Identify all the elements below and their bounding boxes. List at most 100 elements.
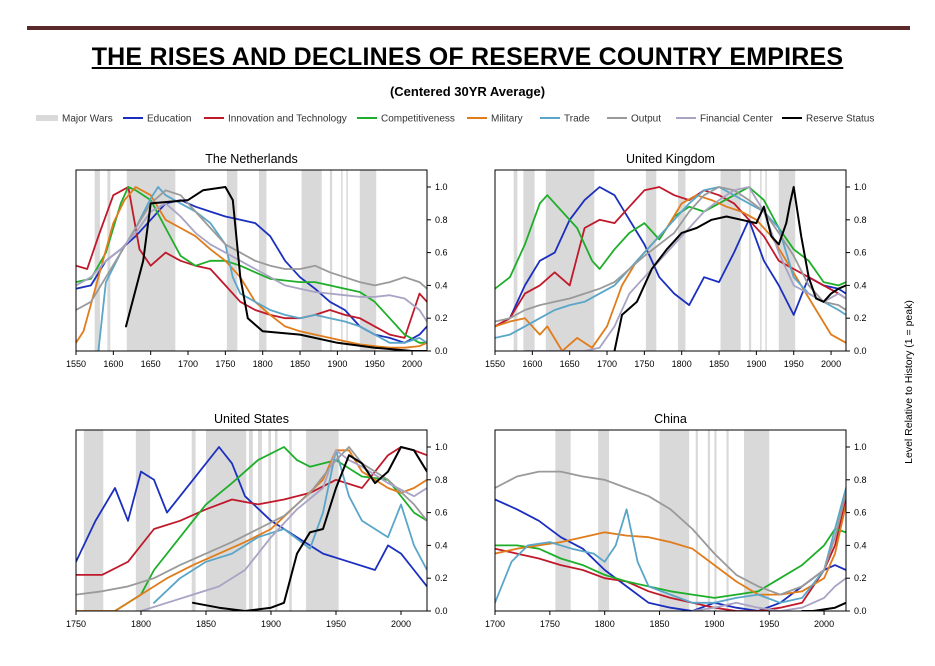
x-tick-label: 1750	[66, 619, 86, 629]
x-tick-label: 1800	[672, 359, 692, 369]
panel-title: United States	[214, 412, 289, 426]
series-lines	[76, 186, 427, 351]
war-band	[695, 430, 698, 611]
legend-label: Education	[147, 114, 191, 125]
legend-item-education: Education	[123, 114, 191, 125]
series-line-financial	[691, 577, 846, 611]
y-tick-label: 0.8	[854, 215, 867, 225]
plot-frame	[75, 169, 428, 352]
war-band	[598, 430, 610, 611]
legend-label: Competitiveness	[381, 114, 455, 125]
y-tick-label: 0.6	[854, 508, 867, 518]
legend-item-financial: Financial Center	[676, 114, 773, 125]
war-band	[545, 170, 595, 351]
legend-item-trade: Trade	[540, 114, 590, 125]
series-line-innovation	[495, 498, 846, 611]
war-band	[760, 170, 762, 351]
x-tick-label: 1950	[326, 619, 346, 629]
x-tick-label: 1700	[485, 619, 505, 629]
x-tick-label: 1700	[597, 359, 617, 369]
legend-item-military: Military	[467, 114, 523, 125]
x-tick-label: 1900	[704, 619, 724, 629]
war-band	[289, 430, 292, 611]
legend-label: Major Wars	[62, 114, 113, 125]
war-band	[258, 170, 267, 351]
y-tick-label: 1.0	[435, 442, 448, 452]
war-band	[743, 430, 770, 611]
war-bands	[94, 170, 377, 351]
y-tick-label: 0.4	[435, 280, 448, 290]
war-band	[677, 170, 686, 351]
x-tick-label: 2000	[821, 359, 841, 369]
legend-item-output: Output	[607, 114, 661, 125]
page-title: THE RISES AND DECLINES OF RESERVE COUNTR…	[91, 43, 844, 71]
panel-2: United States 1750 1800 1850 1900 1950 2000 0.0…	[66, 412, 448, 629]
war-band	[359, 170, 377, 351]
y-tick-label: 0.6	[435, 508, 448, 518]
series-line-output	[76, 189, 427, 311]
y-tick-label: 0.2	[854, 313, 867, 323]
series-line-output	[495, 186, 846, 323]
plot-frame	[494, 169, 847, 352]
series-line-trade	[153, 449, 427, 604]
series-line-reserve	[613, 186, 846, 351]
war-band	[523, 170, 535, 351]
series-line-military	[76, 186, 427, 349]
legend-swatch	[36, 115, 58, 121]
x-tick-label: 1750	[215, 359, 235, 369]
series-line-reserve	[125, 186, 427, 351]
y-tick-label: 0.0	[854, 606, 867, 616]
x-tick-label: 1900	[261, 619, 281, 629]
series-line-reserve	[192, 446, 427, 611]
war-band	[248, 430, 253, 611]
x-tick-label: 1550	[485, 359, 505, 369]
x-tick-label: 1750	[540, 619, 560, 629]
legend-label: Military	[491, 114, 523, 125]
y-tick-label: 0.0	[435, 606, 448, 616]
y-tick-label: 1.0	[854, 182, 867, 192]
legend-label: Innovation and Technology	[228, 114, 347, 125]
y-tick-label: 0.2	[435, 573, 448, 583]
war-band	[726, 430, 729, 611]
x-tick-label: 1850	[290, 359, 310, 369]
x-tick-label: 1800	[253, 359, 273, 369]
x-tick-label: 1600	[103, 359, 123, 369]
war-band	[258, 430, 262, 611]
plot-frame	[75, 429, 428, 612]
war-band	[226, 170, 238, 351]
series-line-financial	[140, 449, 427, 611]
x-tick-label: 1800	[131, 619, 151, 629]
x-tick-label: 2000	[402, 359, 422, 369]
war-band	[765, 170, 767, 351]
y-tick-label: 0.8	[854, 475, 867, 485]
x-tick-label: 1900	[327, 359, 347, 369]
x-tick-label: 1900	[746, 359, 766, 369]
panel-3: China 1700 1750 1800 1850 1900 1950 2000 0.0 0.2 0…	[485, 412, 867, 629]
war-band	[714, 430, 717, 611]
series-line-financial	[76, 202, 427, 323]
series-line-trade	[97, 186, 427, 351]
series-line-innovation	[495, 186, 846, 328]
page-subtitle: (Centered 30YR Average)	[389, 84, 546, 99]
series-line-reserve	[801, 601, 846, 611]
x-tick-label: 1850	[196, 619, 216, 629]
legend-item-innovation: Innovation and Technology	[204, 114, 347, 125]
war-band	[346, 170, 348, 351]
panel-title: China	[654, 412, 687, 426]
plot-frame	[494, 429, 847, 612]
y-tick-label: 0.8	[435, 215, 448, 225]
top-rule	[27, 26, 910, 30]
series-line-education	[495, 186, 846, 328]
x-tick-label: 1850	[650, 619, 670, 629]
y-tick-label: 0.2	[435, 313, 448, 323]
legend-label: Trade	[564, 114, 590, 125]
panel-0: The Netherlands 1550 1600 1650 1700 1750 1800 1…	[66, 152, 448, 369]
panel-1: United Kingdom 1550 1600 1650 1700 1750 1800 18…	[485, 152, 867, 369]
y-axis-label: Level Relative to History (1 = peak)	[903, 300, 915, 464]
x-tick-label: 1800	[595, 619, 615, 629]
x-tick-label: 1550	[66, 359, 86, 369]
legend-label: Output	[631, 114, 661, 125]
y-tick-label: 0.6	[435, 248, 448, 258]
x-tick-label: 1750	[634, 359, 654, 369]
